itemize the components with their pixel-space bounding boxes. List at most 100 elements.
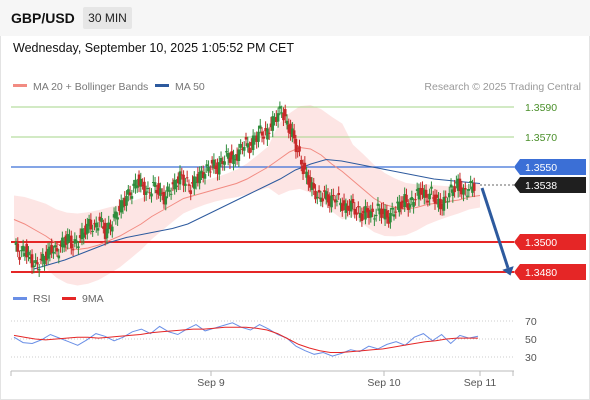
candle-body [151, 181, 155, 183]
candle-body [121, 202, 125, 208]
candle-body [435, 194, 439, 198]
candle-body [446, 201, 449, 203]
candle-body [294, 138, 298, 152]
candle-body [417, 187, 421, 200]
candle-body [405, 194, 408, 203]
candle-body [32, 265, 36, 268]
candle-body [78, 235, 82, 238]
candle-body [358, 212, 362, 218]
candle-body [185, 177, 189, 179]
candle-body [30, 254, 34, 268]
candle-body [75, 240, 78, 243]
candle-body [335, 200, 339, 202]
candle-body [258, 125, 262, 129]
candle-body [414, 199, 417, 201]
candle-body [419, 188, 423, 195]
candle-body [130, 196, 134, 199]
candle-body [387, 216, 390, 224]
candle-body [173, 179, 176, 190]
price-tag-label: 1.3538 [525, 180, 557, 192]
candle-body [28, 256, 32, 260]
forecast-arrow-shaft [480, 187, 510, 269]
candle-body [225, 151, 228, 153]
candle-body [374, 214, 378, 217]
candle-body [390, 207, 394, 210]
candle-body [102, 226, 105, 229]
candle-body [137, 174, 141, 186]
candle-body [389, 213, 392, 223]
candle-body [462, 188, 465, 195]
candle-body [98, 216, 102, 221]
candle-body [84, 225, 87, 235]
candle-body [278, 106, 282, 109]
candle-body [298, 146, 301, 152]
candle-body [114, 211, 118, 219]
candle-body [317, 190, 321, 193]
candle-body [275, 116, 278, 122]
candle-body [187, 184, 191, 186]
candle-body [472, 183, 476, 191]
candle-body [235, 154, 239, 161]
candle-body [410, 196, 414, 201]
rsi-ma-line [13, 326, 478, 353]
candle-body [214, 165, 217, 169]
candle-body [159, 188, 162, 196]
candle-body [439, 198, 442, 210]
candle-body [305, 171, 308, 178]
candle-body [96, 228, 100, 231]
candle-body [155, 189, 159, 194]
candle-body [36, 262, 39, 265]
candle-body [333, 199, 337, 203]
candle-body [116, 217, 119, 220]
candle-body [66, 234, 70, 244]
candle-body [87, 218, 91, 227]
candle-body [442, 196, 446, 211]
candle-body [362, 210, 365, 214]
candle-body [456, 178, 460, 191]
candle-body [14, 242, 18, 245]
rsi-ma-legend-label: 9MA [82, 293, 104, 305]
ma50-line [33, 158, 481, 270]
candle-body [18, 256, 21, 260]
candle-body [251, 135, 255, 151]
candle-body [353, 208, 357, 215]
candle-body [196, 173, 200, 183]
price-tag-label: 1.3590 [525, 102, 557, 114]
candle-body [217, 162, 221, 175]
candle-body [230, 151, 234, 160]
bollinger-band-area [14, 105, 480, 286]
price-tag-last-price [514, 177, 586, 193]
price-tag-pivot [514, 159, 586, 175]
candle-body [348, 205, 351, 211]
candle-body [125, 196, 128, 206]
candle-body [118, 206, 121, 212]
timeframe-badge[interactable]: 30 MIN [83, 7, 132, 29]
candle-body [428, 193, 431, 200]
candle-body [45, 251, 48, 261]
candle-body [203, 174, 207, 179]
candle-body [323, 190, 326, 192]
candle-body [360, 213, 364, 221]
candle-body [237, 149, 241, 161]
candle-body [357, 206, 360, 208]
ma50-legend-swatch [155, 84, 169, 87]
candle-body [376, 203, 380, 206]
candle-body [207, 166, 210, 172]
candle-body [86, 223, 89, 234]
candle-body [307, 175, 310, 185]
candle-body [344, 203, 348, 213]
candle-body [175, 185, 178, 188]
candle-body [178, 171, 182, 185]
candle-body [332, 194, 335, 196]
candle-body [330, 195, 333, 208]
candle-body [292, 130, 296, 139]
candle-body [189, 190, 193, 194]
candle-body [337, 193, 341, 196]
candle-body [41, 253, 45, 262]
candle-body [134, 179, 137, 189]
candle-body [424, 189, 428, 198]
candle-body [355, 212, 358, 215]
candle-body [422, 189, 426, 198]
candle-body [223, 161, 226, 165]
candle-body [39, 258, 43, 261]
